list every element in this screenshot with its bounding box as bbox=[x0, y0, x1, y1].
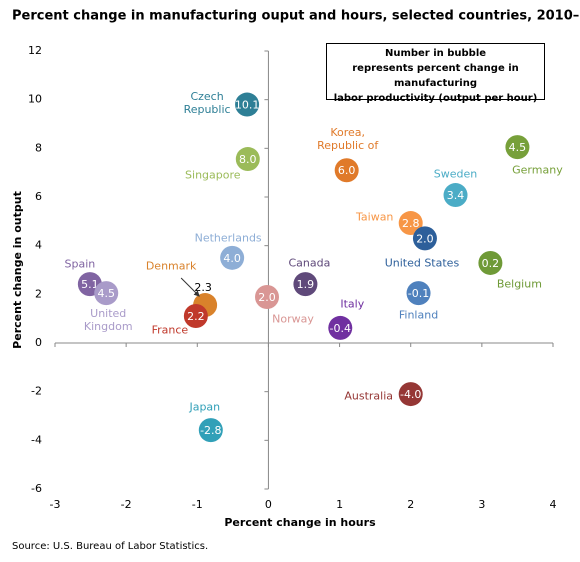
x-tick-label: 0 bbox=[265, 498, 272, 511]
country-label: Finland bbox=[398, 308, 439, 322]
bubble-label: 6.0 bbox=[338, 164, 356, 177]
bubble bbox=[478, 250, 503, 275]
bubble bbox=[412, 226, 437, 251]
bubble-label: 4.0 bbox=[223, 252, 241, 265]
bubble-label: 4.5 bbox=[97, 287, 115, 300]
bubble bbox=[220, 245, 245, 270]
x-tick-label: -3 bbox=[50, 498, 61, 511]
country-label: Norway bbox=[272, 312, 314, 326]
bubble-label: 2.8 bbox=[402, 217, 420, 230]
country-label: France bbox=[151, 323, 189, 337]
x-axis-title: Percent change in hours bbox=[224, 516, 376, 529]
bubble bbox=[235, 92, 260, 117]
y-axis-title: Percent change in output bbox=[11, 191, 24, 349]
note-line: Number in bubble bbox=[384, 48, 487, 59]
bubble-label: 10.1 bbox=[235, 99, 260, 112]
country-label: Sweden bbox=[433, 167, 478, 181]
bubble bbox=[183, 303, 208, 328]
country-label: United States bbox=[384, 256, 460, 270]
bubble-label: 8.0 bbox=[239, 153, 257, 166]
bubble bbox=[398, 211, 423, 236]
country-label: Canada bbox=[288, 256, 331, 270]
bubble-label: -0.4 bbox=[330, 322, 351, 335]
x-tick-label: -1 bbox=[192, 498, 203, 511]
country-label: Spain bbox=[64, 257, 96, 271]
y-tick-label: -6 bbox=[31, 482, 42, 495]
bubble bbox=[94, 281, 119, 306]
country-label: Italy bbox=[340, 297, 365, 311]
note-line: labor productivity (output per hour) bbox=[333, 93, 538, 104]
bubble bbox=[406, 281, 431, 306]
y-tick-label: 6 bbox=[35, 190, 42, 203]
country-label: Netherlands bbox=[194, 231, 262, 245]
source: Source: U.S. Bureau of Labor Statistics. bbox=[12, 541, 208, 552]
bubble-label: -0.1 bbox=[408, 287, 429, 300]
y-tick-label: -2 bbox=[31, 385, 42, 398]
bubble-label: 2.2 bbox=[187, 310, 205, 323]
x-tick-label: 1 bbox=[336, 498, 343, 511]
note-line: represents percent change in manufacturi… bbox=[352, 63, 519, 89]
x-tick-label: 3 bbox=[478, 498, 485, 511]
bubble bbox=[198, 418, 223, 443]
bubble bbox=[334, 158, 359, 183]
country-label: Denmark bbox=[145, 259, 197, 273]
bubble-label: 5.1 bbox=[81, 278, 99, 291]
country-label: Taiwan bbox=[356, 210, 394, 224]
y-tick-label: 2 bbox=[35, 287, 42, 300]
bubble bbox=[235, 147, 260, 172]
bubble bbox=[328, 315, 353, 340]
country-label: Singapore bbox=[185, 168, 241, 182]
country-label: Germany bbox=[512, 163, 563, 177]
bubble bbox=[255, 285, 280, 310]
x-tick-label: 4 bbox=[550, 498, 557, 511]
country-label: Australia bbox=[344, 389, 394, 403]
bubble-label: 3.4 bbox=[447, 189, 465, 202]
bubble-label: -4.0 bbox=[400, 388, 421, 401]
bubble-label: 1.9 bbox=[297, 278, 315, 291]
bubble-label: 4.5 bbox=[509, 141, 527, 154]
country-label: Czech Republic bbox=[183, 89, 231, 116]
bubble bbox=[398, 382, 423, 407]
y-tick-label: 0 bbox=[35, 336, 42, 349]
country-label: Belgium bbox=[496, 277, 542, 291]
bubble-label: -2.8 bbox=[200, 424, 221, 437]
x-tick-label: 2 bbox=[407, 498, 414, 511]
country-label: United Kingdom bbox=[83, 307, 133, 334]
bubble-label: 2.3 bbox=[194, 281, 212, 294]
bubble bbox=[293, 272, 318, 297]
bubble-label: 2.0 bbox=[258, 291, 276, 304]
bubble bbox=[443, 183, 468, 208]
y-tick-label: 10 bbox=[28, 93, 42, 106]
bubble-label: 2.0 bbox=[416, 232, 434, 245]
note-box: Number in bubble represents percent chan… bbox=[326, 43, 545, 104]
y-tick-label: 12 bbox=[28, 44, 42, 57]
bubble bbox=[505, 135, 530, 160]
y-tick-label: 8 bbox=[35, 141, 42, 154]
bubble-label: 0.2 bbox=[482, 257, 500, 270]
country-label: Japan bbox=[189, 400, 221, 414]
country-label: Korea, Republic of bbox=[317, 126, 379, 153]
x-tick-label: -2 bbox=[121, 498, 132, 511]
pointer-arrow bbox=[180, 277, 200, 297]
chart-title: Percent change in manufacturing ouput an… bbox=[12, 9, 580, 24]
y-tick-label: 4 bbox=[35, 239, 42, 252]
y-tick-label: -4 bbox=[31, 433, 42, 446]
